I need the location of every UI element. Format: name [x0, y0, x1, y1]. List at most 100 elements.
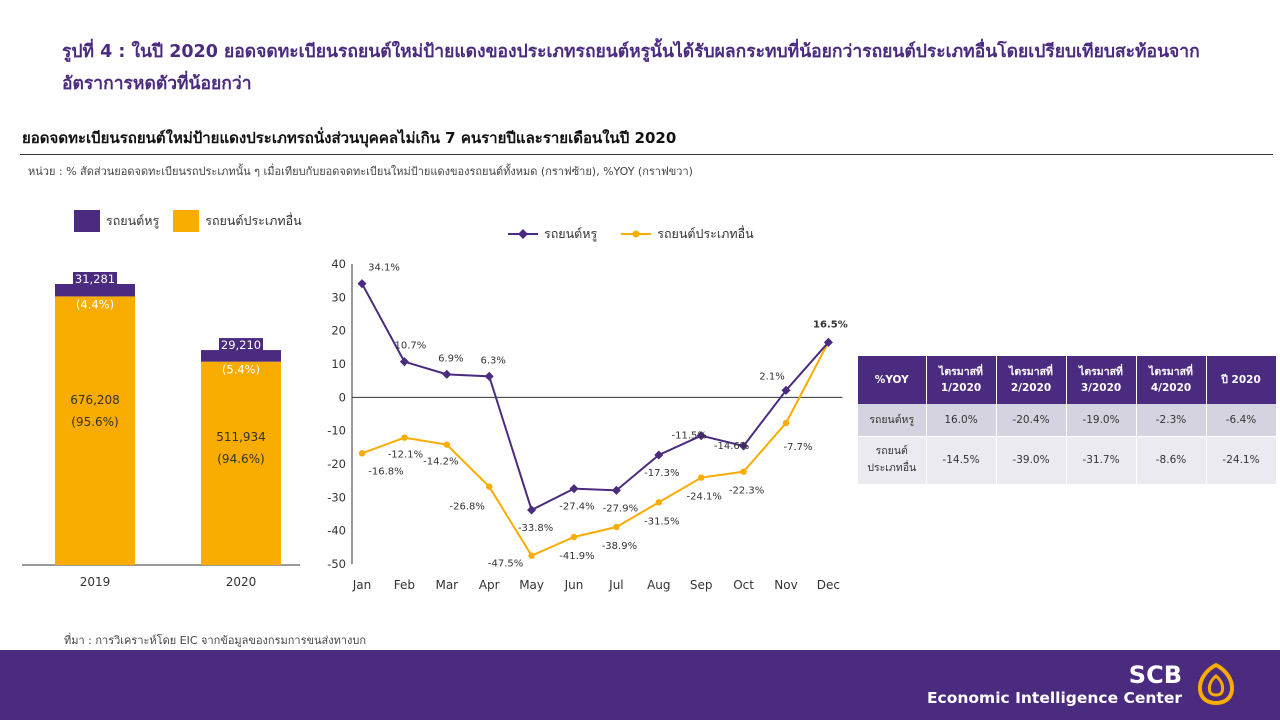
data-label-luxury-May: -33.8%: [518, 523, 553, 534]
data-label-other-Jan: -16.8%: [368, 466, 403, 477]
yoy-header-cell: %YOY: [858, 356, 927, 404]
yoy-header-cell: ไตรมาสที่ 2/2020: [996, 356, 1067, 404]
legend-line-luxury: [508, 229, 538, 239]
yoy-table: %YOY ไตรมาสที่ 1/2020 ไตรมาสที่ 2/2020 ไ…: [858, 356, 1277, 485]
series-line-other: [361, 341, 830, 557]
x-tick-label-Nov: Nov: [774, 578, 797, 592]
data-label-other-Nov: -7.7%: [783, 442, 812, 453]
bar-luxury-share-2020: (5.4%): [222, 363, 260, 377]
point-luxury-Jun: [569, 484, 579, 494]
point-other-May: [528, 552, 535, 559]
data-label-other-Jul: -38.9%: [602, 541, 637, 552]
legend-swatch-luxury: [74, 210, 100, 232]
data-label-luxury-Oct: -14.6%: [714, 441, 749, 452]
data-label-other-Jun: -41.9%: [559, 551, 594, 562]
point-luxury-Mar: [442, 369, 452, 379]
divider: [20, 154, 1273, 155]
brand: SCB Economic Intelligence Center: [927, 662, 1182, 708]
x-tick-label-Oct: Oct: [733, 578, 754, 592]
y-tick-label: 30: [331, 290, 346, 304]
y-tick-label: -40: [327, 524, 346, 538]
bar-luxury-label-bg-2020: [219, 338, 263, 353]
yoy-cell: -24.1%: [1206, 436, 1277, 485]
bar-other-value-2019: 676,208: [70, 393, 120, 407]
x-tick-label-Apr: Apr: [479, 578, 500, 592]
bar-other-2020: [201, 361, 281, 565]
yoy-header-cell: ไตรมาสที่ 1/2020: [926, 356, 997, 404]
brand-subtitle: Economic Intelligence Center: [926, 689, 1182, 707]
data-label-luxury-Dec: 16.5%: [813, 319, 848, 330]
yoy-cell: -39.0%: [996, 436, 1067, 485]
x-tick-label-May: May: [519, 578, 544, 592]
x-tick-label-Jan: Jan: [352, 578, 372, 592]
data-label-other-Sep: -24.1%: [687, 492, 722, 503]
bar-legend-item-other: รถยนต์ประเภทอื่น: [173, 210, 302, 232]
yoy-header-cell: ไตรมาสที่ 3/2020: [1066, 356, 1137, 404]
bar-category-label-2020: 2020: [226, 575, 257, 589]
x-tick-label-Jun: Jun: [564, 578, 584, 592]
legend-label-other: รถยนต์ประเภทอื่น: [205, 213, 302, 228]
x-tick-label-Aug: Aug: [647, 578, 670, 592]
y-tick-label: -10: [327, 424, 346, 438]
point-other-Sep: [698, 474, 705, 481]
data-label-luxury-Apr: 6.3%: [480, 355, 505, 366]
series-line-luxury: [361, 283, 830, 512]
point-luxury-Oct: [739, 441, 749, 451]
footer-bar: SCB Economic Intelligence Center: [0, 650, 1280, 720]
yoy-cell: -14.5%: [926, 436, 997, 485]
table-row: รถยนต์ ประเภทอื่น -14.5% -39.0% -31.7% -…: [858, 436, 1277, 485]
data-label-luxury-Feb: 10.7%: [395, 341, 427, 352]
yoy-header-text: ไตรมาสที่ 3/2020: [1079, 366, 1123, 394]
data-label-luxury-Jan: 34.1%: [368, 263, 400, 274]
yoy-cell: 16.0%: [926, 404, 997, 437]
data-label-other-Feb: -12.1%: [388, 450, 423, 461]
legend-label-luxury: รถยนต์หรู: [106, 213, 160, 228]
yoy-cell: -2.3%: [1136, 404, 1207, 437]
bar-legend: รถยนต์หรู รถยนต์ประเภทอื่น: [74, 210, 316, 232]
yoy-header-cell: ปี 2020: [1206, 356, 1277, 404]
x-tick-label-Dec: Dec: [817, 578, 840, 592]
line-legend-item-other: รถยนต์ประเภทอื่น: [621, 224, 754, 244]
data-label-luxury-Sep: -11.5%: [672, 431, 707, 442]
yoy-header-text: ไตรมาสที่ 1/2020: [939, 366, 983, 394]
yoy-cell: -20.4%: [996, 404, 1067, 437]
point-other-Mar: [443, 441, 450, 448]
point-luxury-Jan: [357, 279, 367, 289]
point-other-Aug: [655, 499, 662, 506]
point-luxury-Apr: [484, 371, 494, 381]
brand-name: SCB: [1128, 661, 1182, 689]
source-note: ที่มา : การวิเคราะห์โดย EIC จากข้อมูลของ…: [64, 634, 367, 647]
bar-other-value-2020: 511,934: [216, 430, 266, 444]
y-tick-label: -30: [327, 490, 346, 504]
stacked-bar-chart: 31,281 (4.4%) 676,208 (95.6%) 2019 29,210 (5.4…: [22, 272, 300, 589]
data-label-other-Aug: -31.5%: [644, 516, 679, 527]
yoy-line-chart: 40 30 20 10 0 -10 -20 -30 -40 -50 Jan Feb Mar Apr May J…: [327, 257, 848, 592]
x-tick-label-Jul: Jul: [608, 578, 623, 592]
bar-luxury-2019: [55, 284, 135, 297]
bar-legend-item-luxury: รถยนต์หรู: [74, 210, 159, 232]
y-tick-label: -20: [327, 457, 346, 471]
yoy-cell: -8.6%: [1136, 436, 1207, 485]
data-label-luxury-Jun: -27.4%: [559, 502, 594, 513]
bar-luxury-value-2019: 31,281: [75, 272, 115, 286]
point-other-Feb: [401, 434, 408, 441]
y-tick-label: 10: [331, 357, 346, 371]
scb-logo-icon: [1197, 662, 1235, 706]
x-tick-label-Mar: Mar: [435, 578, 458, 592]
line-legend-label-other: รถยนต์ประเภทอื่น: [657, 226, 754, 241]
y-tick-label: 20: [331, 324, 346, 338]
point-luxury-Feb: [399, 357, 409, 367]
data-label-luxury-Nov: 2.1%: [759, 371, 784, 382]
point-other-Apr: [486, 483, 493, 490]
x-tick-label-Feb: Feb: [394, 578, 415, 592]
data-label-other-Mar: -14.2%: [423, 457, 458, 468]
bar-luxury-label-bg-2019: [73, 272, 117, 286]
bar-luxury-share-2019: (4.4%): [76, 297, 114, 311]
yoy-header-text: ไตรมาสที่ 2/2020: [1009, 366, 1053, 394]
point-other-Nov: [782, 419, 790, 427]
line-legend: รถยนต์หรู รถยนต์ประเภทอื่น: [508, 224, 778, 244]
y-tick-label: 40: [331, 257, 346, 271]
x-tick-label-Sep: Sep: [690, 578, 713, 592]
data-label-other-Apr: -26.8%: [450, 502, 485, 513]
data-label-luxury-Jul: -27.9%: [603, 503, 638, 514]
